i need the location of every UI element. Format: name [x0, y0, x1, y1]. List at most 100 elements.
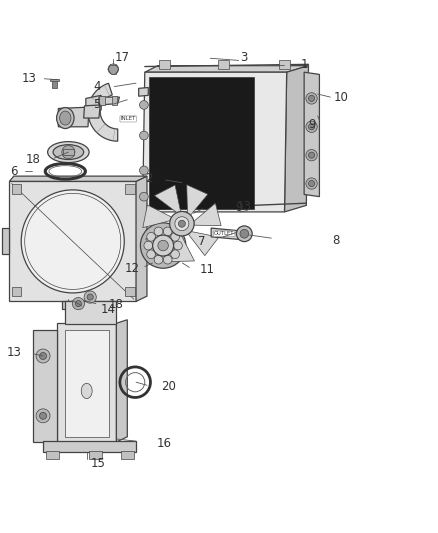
Circle shape: [108, 64, 119, 75]
Polygon shape: [99, 96, 105, 106]
Polygon shape: [187, 185, 208, 215]
Circle shape: [306, 121, 317, 133]
Circle shape: [36, 349, 50, 363]
Circle shape: [87, 294, 93, 300]
Text: 17: 17: [115, 51, 130, 64]
Polygon shape: [43, 441, 136, 452]
Polygon shape: [285, 66, 308, 212]
Polygon shape: [86, 95, 101, 110]
Polygon shape: [188, 231, 219, 256]
Text: 3: 3: [240, 51, 247, 64]
Text: 12: 12: [124, 262, 140, 275]
Polygon shape: [10, 176, 147, 181]
Polygon shape: [65, 302, 117, 324]
Circle shape: [240, 229, 249, 238]
Circle shape: [308, 181, 314, 187]
Polygon shape: [33, 330, 57, 442]
Polygon shape: [99, 97, 120, 105]
Circle shape: [39, 413, 46, 419]
Polygon shape: [63, 149, 74, 155]
Polygon shape: [159, 60, 170, 69]
Circle shape: [170, 212, 194, 236]
Text: 9: 9: [236, 200, 243, 214]
Circle shape: [306, 93, 317, 104]
Ellipse shape: [53, 144, 84, 159]
Polygon shape: [88, 83, 118, 141]
Circle shape: [308, 124, 314, 130]
Circle shape: [171, 232, 180, 241]
Circle shape: [141, 223, 186, 268]
Circle shape: [154, 227, 163, 236]
Text: 8: 8: [332, 234, 340, 247]
Polygon shape: [12, 287, 21, 296]
Text: OUTLET: OUTLET: [214, 231, 234, 236]
Polygon shape: [218, 60, 229, 69]
Text: 2: 2: [145, 172, 152, 185]
Polygon shape: [46, 451, 59, 459]
Polygon shape: [52, 79, 57, 88]
Polygon shape: [139, 87, 148, 96]
Text: 13: 13: [237, 200, 251, 213]
Circle shape: [158, 240, 168, 251]
Circle shape: [36, 409, 50, 423]
Circle shape: [171, 250, 180, 259]
Circle shape: [306, 149, 317, 161]
Text: 16: 16: [157, 437, 172, 450]
Circle shape: [75, 301, 81, 306]
Circle shape: [152, 235, 173, 256]
Text: 7: 7: [198, 235, 205, 248]
Circle shape: [84, 291, 96, 303]
Circle shape: [140, 192, 148, 201]
Polygon shape: [136, 176, 147, 302]
Circle shape: [308, 152, 314, 158]
Text: 11: 11: [199, 263, 214, 277]
Polygon shape: [62, 302, 84, 309]
Polygon shape: [89, 451, 102, 459]
Circle shape: [62, 146, 75, 159]
Circle shape: [140, 101, 148, 109]
Polygon shape: [279, 60, 290, 69]
Polygon shape: [143, 205, 172, 228]
Text: 15: 15: [90, 457, 105, 470]
Text: 9: 9: [308, 118, 316, 131]
Text: INLET: INLET: [120, 116, 136, 122]
Circle shape: [237, 226, 252, 241]
Polygon shape: [84, 105, 100, 118]
Circle shape: [173, 241, 182, 250]
Polygon shape: [112, 96, 117, 106]
Text: 1: 1: [301, 58, 309, 71]
Polygon shape: [155, 185, 180, 213]
Polygon shape: [149, 77, 254, 209]
Polygon shape: [304, 72, 319, 197]
Ellipse shape: [60, 111, 71, 125]
Ellipse shape: [57, 108, 74, 128]
Polygon shape: [117, 320, 127, 442]
Ellipse shape: [81, 383, 92, 399]
Text: 10: 10: [333, 92, 348, 104]
Polygon shape: [194, 203, 221, 225]
Polygon shape: [10, 181, 136, 302]
Polygon shape: [65, 330, 109, 437]
Polygon shape: [143, 72, 287, 212]
Text: 20: 20: [161, 380, 176, 393]
Circle shape: [306, 178, 317, 189]
Polygon shape: [12, 184, 21, 193]
Polygon shape: [50, 79, 59, 82]
Text: 4: 4: [94, 80, 101, 93]
Circle shape: [154, 255, 163, 264]
Circle shape: [178, 220, 185, 227]
Circle shape: [163, 227, 172, 236]
Circle shape: [140, 131, 148, 140]
Circle shape: [147, 232, 155, 241]
Polygon shape: [145, 66, 308, 72]
Circle shape: [21, 190, 124, 293]
Polygon shape: [57, 323, 117, 442]
Text: 13: 13: [7, 346, 21, 359]
Polygon shape: [171, 235, 194, 262]
Polygon shape: [125, 184, 135, 193]
Circle shape: [39, 352, 46, 359]
Circle shape: [140, 166, 148, 175]
Polygon shape: [58, 107, 89, 127]
Circle shape: [144, 241, 152, 250]
Text: 18: 18: [109, 298, 124, 311]
